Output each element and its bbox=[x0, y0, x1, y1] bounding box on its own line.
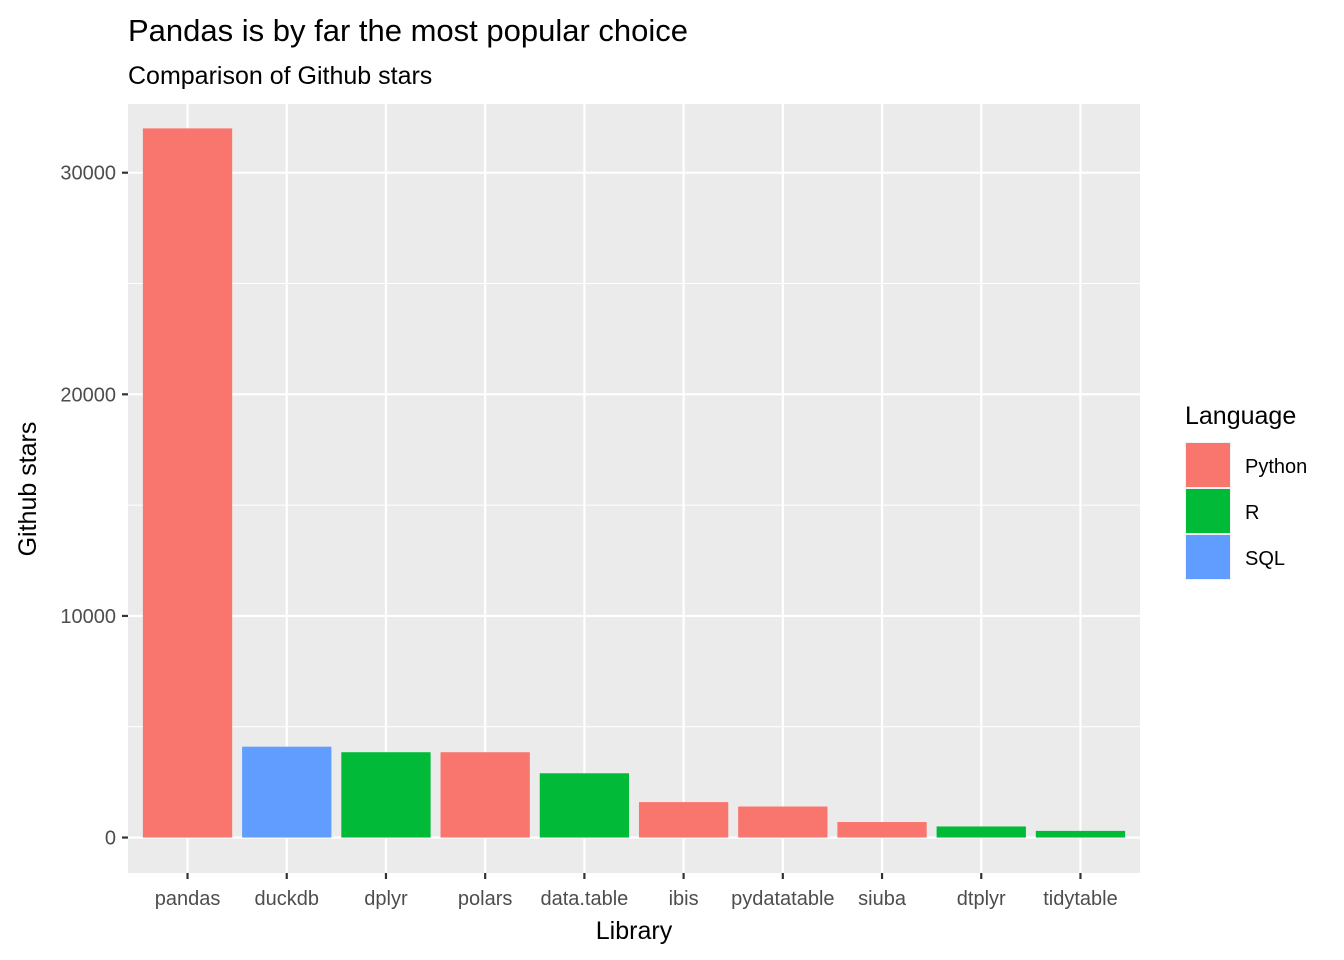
legend-title: Language bbox=[1185, 402, 1296, 430]
y-axis-title: Github stars bbox=[14, 422, 42, 557]
bar-pandas bbox=[142, 128, 233, 838]
x-tick-label: ibis bbox=[669, 888, 699, 910]
y-tick-label: 0 bbox=[105, 828, 116, 850]
bar-pydatatable bbox=[738, 806, 828, 838]
legend-label-python: Python bbox=[1245, 456, 1307, 478]
x-tick-label: pandas bbox=[155, 888, 221, 910]
chart-subtitle: Comparison of Github stars bbox=[128, 62, 432, 90]
bar-tidytable bbox=[1035, 830, 1126, 838]
x-tick-label: tidytable bbox=[1043, 888, 1118, 910]
x-tick-label: pydatatable bbox=[731, 888, 834, 910]
y-tick-label: 10000 bbox=[60, 606, 116, 628]
x-tick-label: data.table bbox=[540, 888, 628, 910]
bar-data-table bbox=[539, 773, 630, 838]
x-axis-title: Library bbox=[596, 917, 673, 945]
bar-polars bbox=[440, 752, 530, 838]
legend-label-sql: SQL bbox=[1245, 548, 1285, 570]
x-tick-label: siuba bbox=[858, 888, 907, 910]
bar-ibis bbox=[638, 802, 729, 838]
bars bbox=[142, 128, 1126, 838]
bar-dplyr bbox=[341, 752, 431, 838]
x-tick-label: polars bbox=[458, 888, 512, 910]
x-tick-label: dplyr bbox=[364, 888, 408, 910]
y-tick-label: 30000 bbox=[60, 163, 116, 185]
y-tick-label: 20000 bbox=[60, 384, 116, 406]
legend-label-r: R bbox=[1245, 502, 1259, 524]
chart-title: Pandas is by far the most popular choice bbox=[128, 13, 688, 48]
bar-dtplyr bbox=[936, 826, 1026, 838]
x-axis: pandas duckdb dplyr polars data.table ibis pyd… bbox=[155, 873, 1118, 910]
legend-swatch-r bbox=[1186, 489, 1230, 533]
bar-duckdb bbox=[242, 746, 332, 838]
legend: Language Python R SQL bbox=[1185, 402, 1307, 580]
plot-panel bbox=[128, 104, 1140, 873]
y-axis: 0 10000 20000 30000 bbox=[60, 163, 128, 850]
x-tick-label: duckdb bbox=[254, 888, 319, 910]
x-tick-label: dtplyr bbox=[957, 888, 1006, 910]
legend-swatch-python bbox=[1186, 443, 1230, 487]
bar-siuba bbox=[837, 822, 927, 838]
legend-swatch-sql bbox=[1186, 535, 1230, 579]
